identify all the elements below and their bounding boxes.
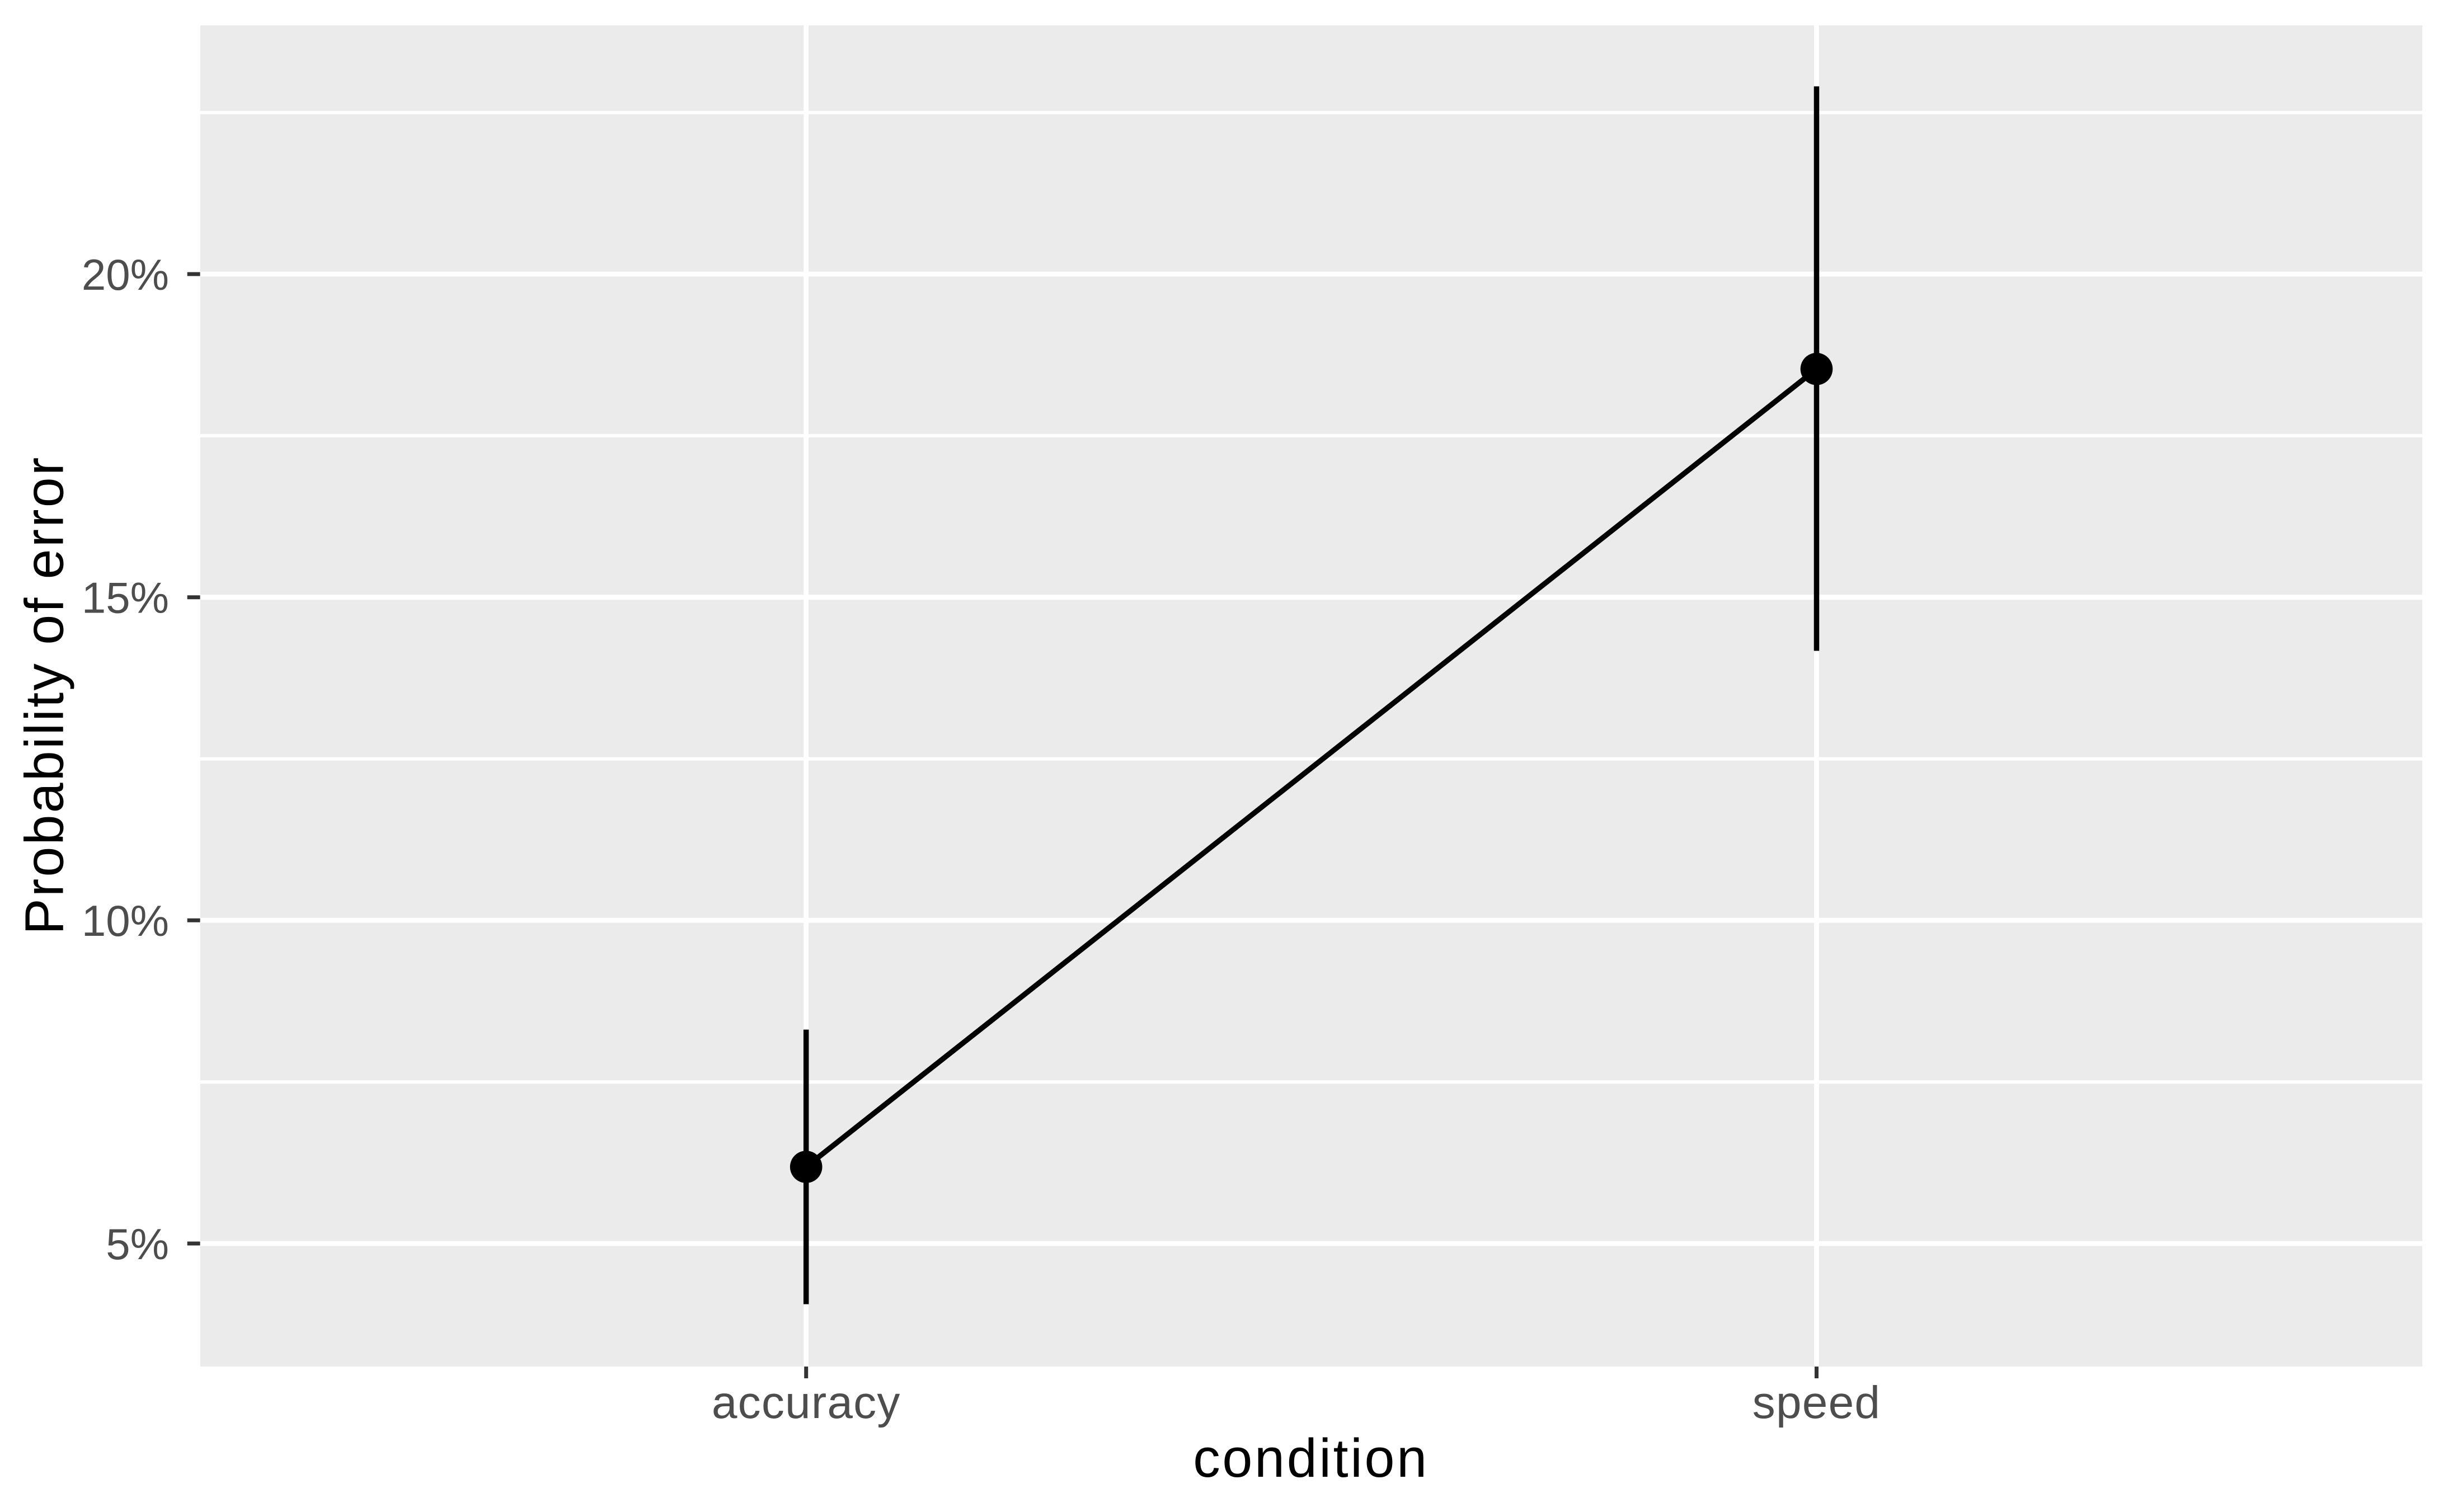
svg-text:15%: 15% bbox=[82, 573, 169, 623]
svg-text:10%: 10% bbox=[82, 896, 169, 945]
svg-text:speed: speed bbox=[1752, 1377, 1881, 1428]
svg-text:20%: 20% bbox=[82, 250, 169, 299]
svg-text:condition: condition bbox=[1193, 1428, 1429, 1489]
svg-text:accuracy: accuracy bbox=[712, 1377, 901, 1428]
svg-text:Probability of error: Probability of error bbox=[13, 456, 74, 935]
svg-text:5%: 5% bbox=[106, 1219, 169, 1269]
